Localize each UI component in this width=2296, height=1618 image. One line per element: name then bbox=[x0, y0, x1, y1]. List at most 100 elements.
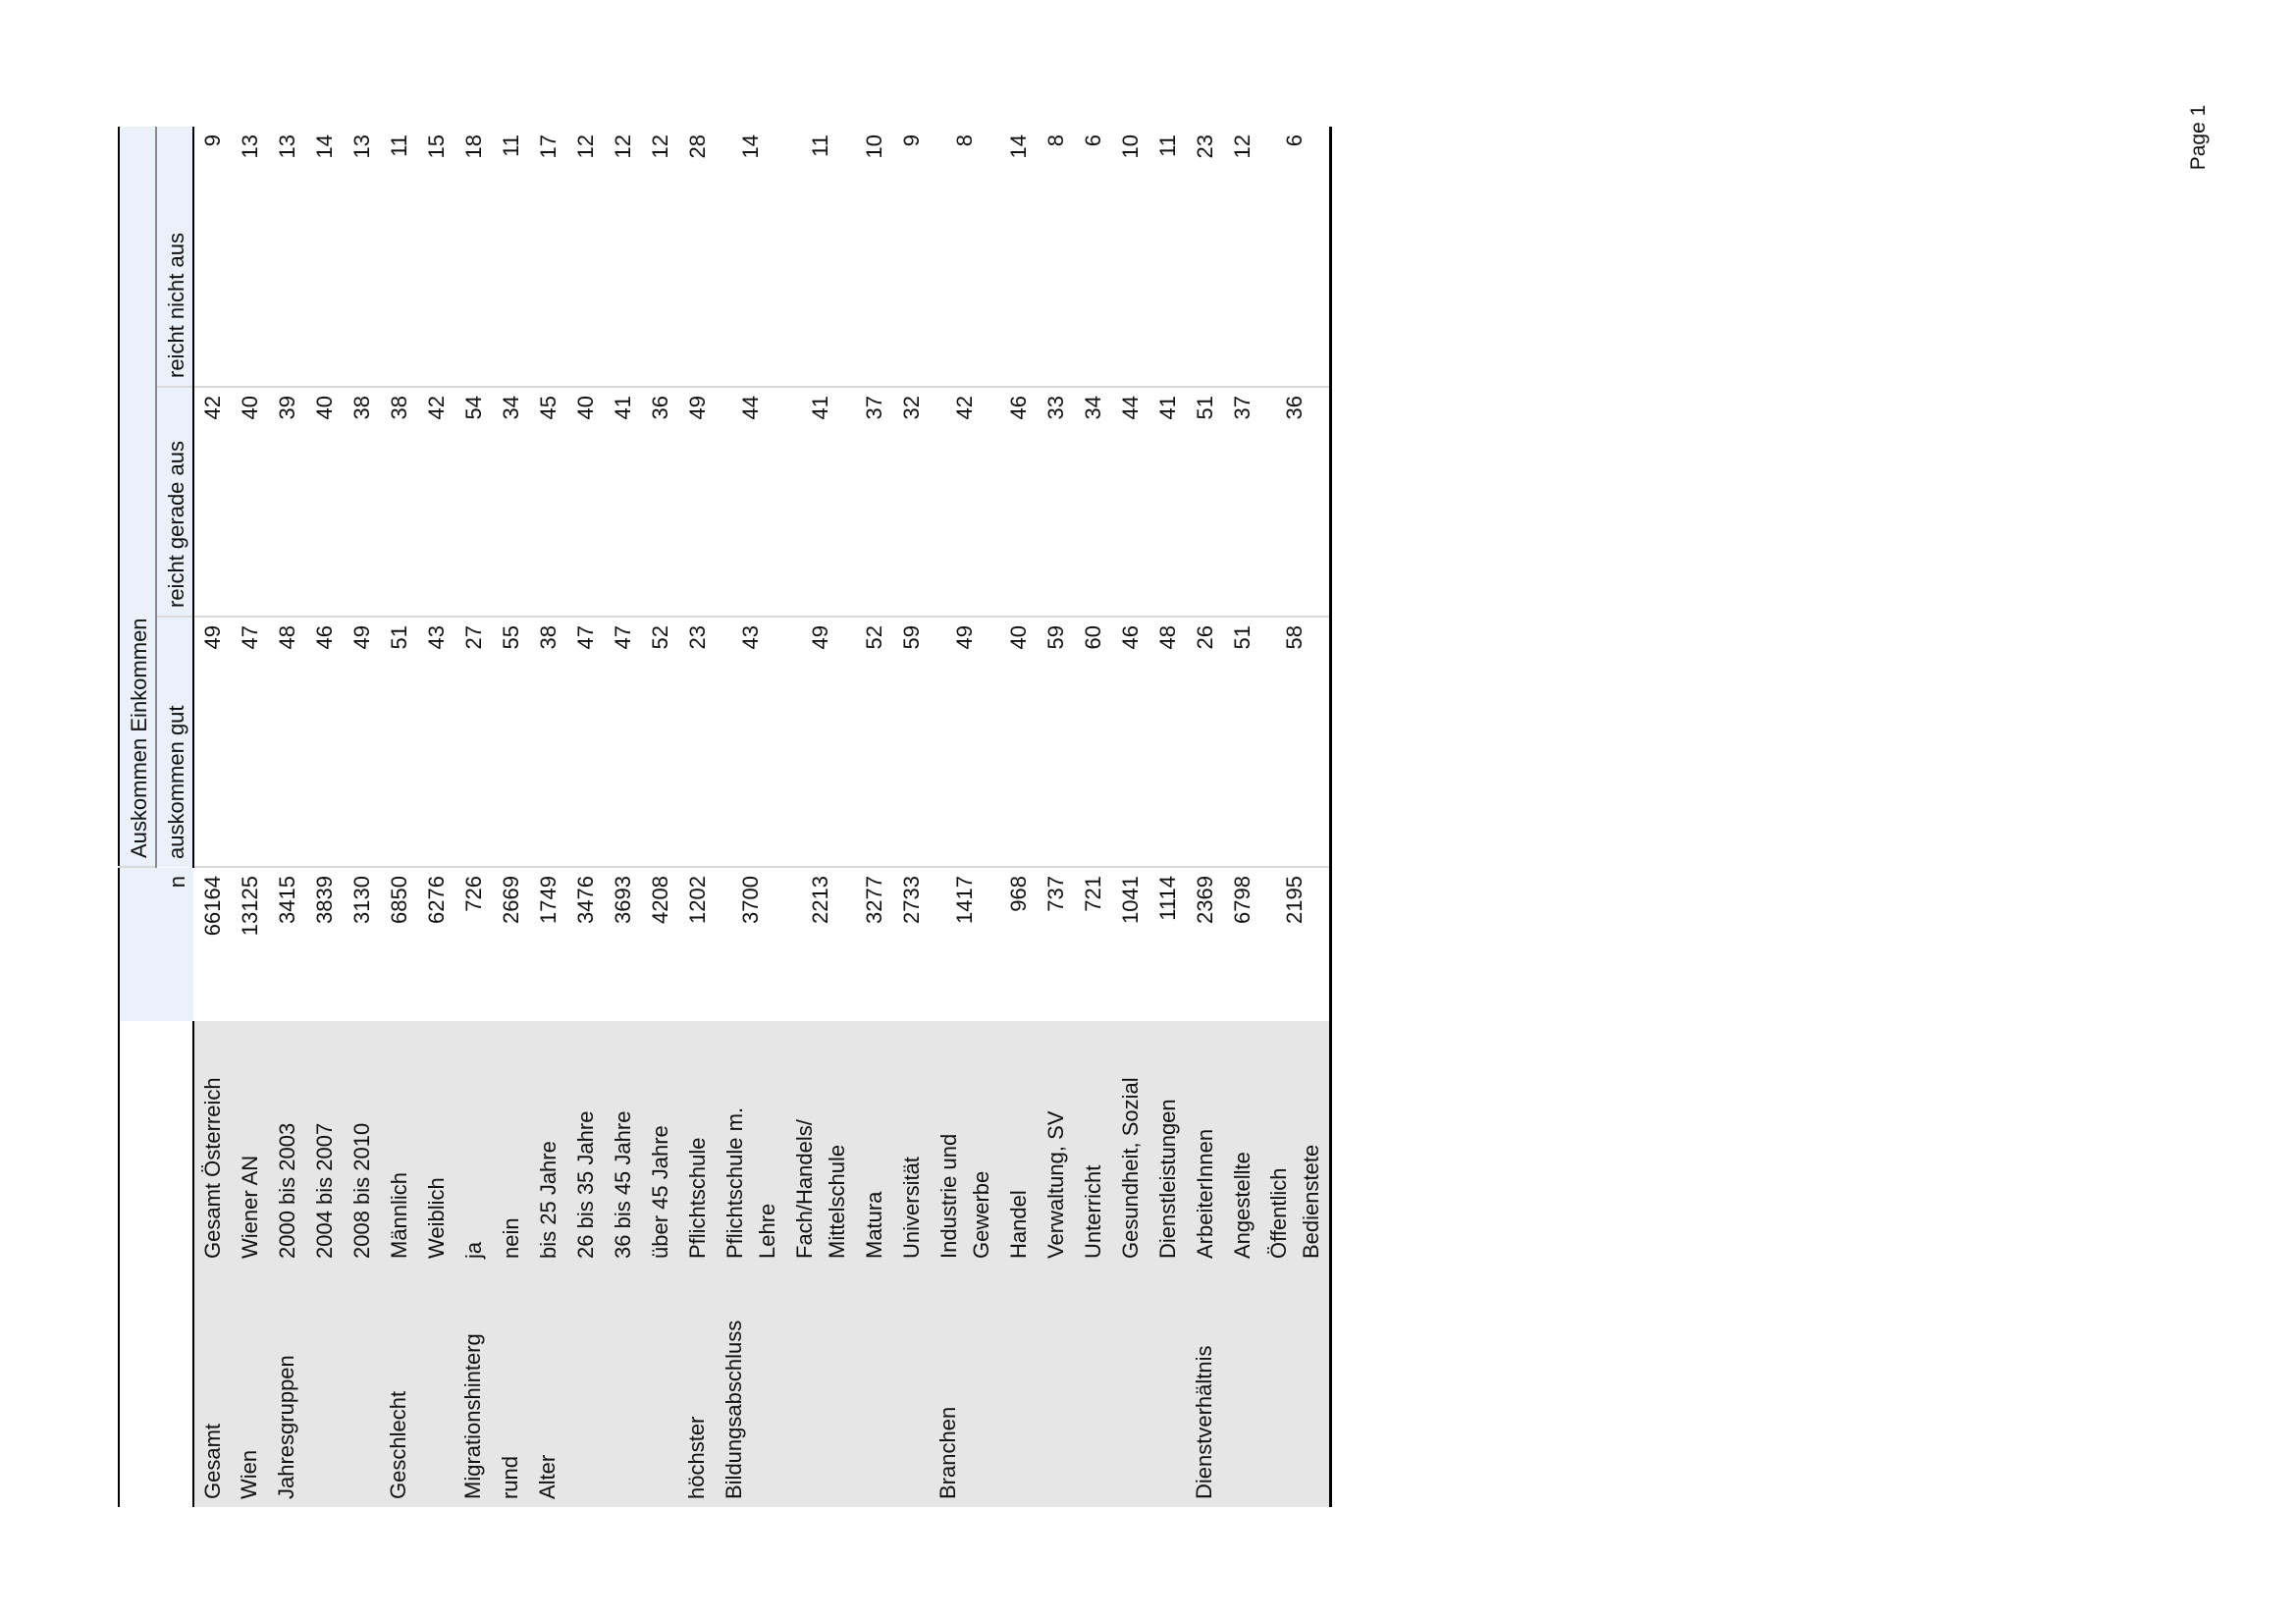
cell-auskommen-gut: 46 bbox=[305, 617, 343, 867]
cell-auskommen-gut: 51 bbox=[1223, 617, 1260, 867]
cell-auskommen-gut: 52 bbox=[855, 617, 892, 867]
table-row: höchster Pflichtschule 1202 23 49 28 bbox=[678, 126, 716, 1507]
cell-reicht-nicht: 10 bbox=[1111, 126, 1148, 387]
cell-reicht-nicht: 18 bbox=[454, 126, 492, 387]
cell-reicht-nicht: 14 bbox=[305, 126, 343, 387]
cell-auskommen-gut: 52 bbox=[641, 617, 678, 867]
row-category bbox=[604, 1267, 641, 1507]
table-row: Migrationshinterg ja 726 27 54 18 bbox=[454, 126, 492, 1507]
row-label: ArbeiterInnen bbox=[1186, 1021, 1223, 1267]
cell-n: 1749 bbox=[535, 876, 561, 924]
row-label: Weiblich bbox=[417, 1021, 454, 1267]
row-category bbox=[1260, 1267, 1330, 1507]
row-label: Angestellte bbox=[1223, 1021, 1260, 1267]
cell-auskommen-gut: 59 bbox=[1037, 617, 1074, 867]
header-blank bbox=[156, 1021, 193, 1507]
row-label: Gesamt Österreich bbox=[193, 1021, 231, 1267]
row-label: Dienstleistungen bbox=[1148, 1021, 1186, 1267]
cell-n: 1041 bbox=[1117, 876, 1143, 924]
table-row: 2004 bis 2007 3839 46 40 14 bbox=[305, 126, 343, 1507]
cell-n: 2195 bbox=[1282, 876, 1308, 924]
row-label: 26 bis 35 Jahre bbox=[566, 1021, 604, 1267]
row-label: Fach/Handels/ Mittelschule bbox=[785, 1021, 855, 1267]
cell-reicht-nicht: 9 bbox=[892, 126, 930, 387]
row-category: höchster bbox=[678, 1267, 716, 1507]
row-label: Pflichtschule bbox=[678, 1021, 716, 1267]
cell-reicht-gerade: 37 bbox=[855, 387, 892, 617]
cell-reicht-gerade: 45 bbox=[529, 387, 566, 617]
row-label: Matura bbox=[855, 1021, 892, 1267]
row-label: nein bbox=[492, 1021, 529, 1267]
cell-reicht-gerade: 34 bbox=[492, 387, 529, 617]
cell-auskommen-gut: 40 bbox=[999, 617, 1037, 867]
cell-n: 1202 bbox=[684, 876, 710, 924]
table-body: Gesamt Gesamt Österreich 66164 49 42 9 Wien Wie… bbox=[193, 126, 1330, 1507]
cell-reicht-nicht: 13 bbox=[343, 126, 380, 387]
cell-reicht-gerade: 42 bbox=[930, 387, 999, 617]
row-label: über 45 Jahre bbox=[641, 1021, 678, 1267]
row-category: Bildungsabschluss bbox=[716, 1267, 785, 1507]
cell-n: 3476 bbox=[572, 876, 598, 924]
cell-reicht-nicht: 9 bbox=[193, 126, 231, 387]
cell-n: 3839 bbox=[311, 876, 337, 924]
row-label: Öffentlich Bedienstete bbox=[1260, 1021, 1330, 1267]
cell-reicht-gerade: 40 bbox=[305, 387, 343, 617]
row-label: 2004 bis 2007 bbox=[305, 1021, 343, 1267]
table-row: Alter bis 25 Jahre 1749 38 45 17 bbox=[529, 126, 566, 1507]
cell-n: 3130 bbox=[348, 876, 374, 924]
table-row: Universität 2733 59 32 9 bbox=[892, 126, 930, 1507]
header-reicht-nicht: reicht nicht aus bbox=[156, 126, 193, 387]
row-category: rund bbox=[492, 1267, 529, 1507]
cell-reicht-nicht: 6 bbox=[1260, 126, 1330, 387]
row-category bbox=[343, 1267, 380, 1507]
table-row: Verwaltung, SV 737 59 33 8 bbox=[1037, 126, 1074, 1507]
cell-auskommen-gut: 48 bbox=[1148, 617, 1186, 867]
table-row: Bildungsabschluss Pflichtschule m. Lehre 3… bbox=[716, 126, 785, 1507]
cell-auskommen-gut: 60 bbox=[1074, 617, 1111, 867]
cell-reicht-gerade: 49 bbox=[678, 387, 716, 617]
cell-auskommen-gut: 27 bbox=[454, 617, 492, 867]
table-row: Dienstverhältnis ArbeiterInnen 2369 26 51 23 bbox=[1186, 126, 1223, 1507]
cell-reicht-nicht: 13 bbox=[231, 126, 268, 387]
cell-auskommen-gut: 47 bbox=[566, 617, 604, 867]
table-row: Geschlecht Männlich 6850 51 38 11 bbox=[380, 126, 417, 1507]
cell-reicht-gerade: 54 bbox=[454, 387, 492, 617]
row-category: Wien bbox=[231, 1267, 268, 1507]
row-label: ja bbox=[454, 1021, 492, 1267]
cell-auskommen-gut: 59 bbox=[892, 617, 930, 867]
header-group: Auskommen Einkommen bbox=[119, 126, 156, 867]
cell-auskommen-gut: 47 bbox=[231, 617, 268, 867]
table-row: rund nein 2669 55 34 11 bbox=[492, 126, 529, 1507]
row-category: Dienstverhältnis bbox=[1186, 1267, 1223, 1507]
header-reicht-gerade: reicht gerade aus bbox=[156, 387, 193, 617]
crosstab-sheet: n Auskommen Einkommen auskommen gut reic… bbox=[118, 126, 1333, 1507]
row-category bbox=[1223, 1267, 1260, 1507]
cell-n: 3415 bbox=[274, 876, 299, 924]
cell-n: 3700 bbox=[738, 876, 763, 924]
cell-n: 968 bbox=[1005, 876, 1031, 912]
table-row: über 45 Jahre 4208 52 36 12 bbox=[641, 126, 678, 1507]
cell-reicht-nicht: 28 bbox=[678, 126, 716, 387]
income-crosstab-table: n Auskommen Einkommen auskommen gut reic… bbox=[118, 126, 1332, 1507]
cell-reicht-gerade: 44 bbox=[1111, 387, 1148, 617]
row-category bbox=[855, 1267, 892, 1507]
row-category bbox=[1148, 1267, 1186, 1507]
row-label: Verwaltung, SV bbox=[1037, 1021, 1074, 1267]
cell-auskommen-gut: 49 bbox=[193, 617, 231, 867]
cell-reicht-gerade: 44 bbox=[716, 387, 785, 617]
cell-auskommen-gut: 43 bbox=[417, 617, 454, 867]
row-label: Universität bbox=[892, 1021, 930, 1267]
cell-reicht-nicht: 12 bbox=[604, 126, 641, 387]
row-category: Migrationshinterg bbox=[454, 1267, 492, 1507]
cell-reicht-nicht: 14 bbox=[716, 126, 785, 387]
cell-auskommen-gut: 55 bbox=[492, 617, 529, 867]
row-label: 2000 bis 2003 bbox=[268, 1021, 305, 1267]
row-category bbox=[305, 1267, 343, 1507]
cell-n: 726 bbox=[460, 876, 486, 912]
table-row: 26 bis 35 Jahre 3476 47 40 12 bbox=[566, 126, 604, 1507]
table-row: Dienstleistungen 1114 48 41 11 bbox=[1148, 126, 1186, 1507]
cell-reicht-nicht: 15 bbox=[417, 126, 454, 387]
row-category bbox=[641, 1267, 678, 1507]
cell-n: 66164 bbox=[199, 876, 225, 937]
cell-reicht-gerade: 38 bbox=[380, 387, 417, 617]
